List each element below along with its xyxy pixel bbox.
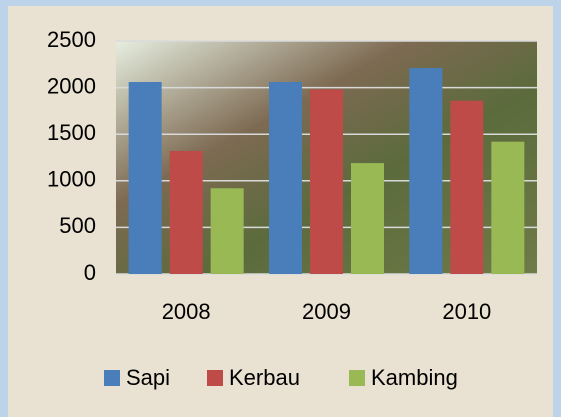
y-tick-label: 1500	[47, 120, 96, 145]
legend-label: Sapi	[126, 365, 170, 390]
y-tick-label: 2500	[47, 27, 96, 52]
bar	[450, 100, 484, 274]
bar	[128, 82, 162, 275]
bar	[409, 68, 443, 274]
bar	[169, 150, 203, 274]
legend-swatch	[104, 370, 120, 386]
legend-label: Kerbau	[229, 365, 300, 390]
bar	[210, 188, 244, 274]
legend-swatch	[349, 370, 365, 386]
x-tick-label: 2008	[162, 299, 211, 324]
bar	[269, 82, 302, 275]
y-tick-label: 1000	[47, 167, 96, 192]
bar	[491, 141, 525, 274]
y-tick-label: 500	[59, 213, 96, 238]
legend-label: Kambing	[371, 365, 458, 390]
y-tick-label: 0	[84, 260, 96, 285]
legend-swatch	[207, 370, 223, 386]
bar	[351, 163, 384, 274]
bar	[310, 89, 343, 275]
x-tick-label: 2010	[442, 299, 491, 324]
y-tick-label: 2000	[47, 73, 96, 98]
x-tick-label: 2009	[302, 299, 351, 324]
